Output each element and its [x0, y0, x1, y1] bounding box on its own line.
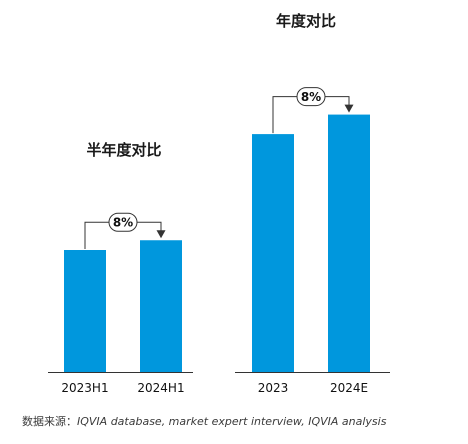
growth-bracket-right	[325, 96, 350, 106]
bar-2024E	[328, 114, 370, 372]
growth-arrow-head	[156, 230, 166, 239]
growth-label: 8%	[301, 90, 321, 104]
growth-bracket-left	[84, 221, 109, 249]
growth-bubble	[108, 212, 138, 232]
growth-bracket-right	[137, 221, 162, 232]
bar-2023	[252, 134, 294, 372]
tick-label-2024E: 2024E	[330, 381, 368, 395]
source-text: IQVIA database, market expert interview,…	[77, 415, 387, 428]
tick-label-2023: 2023	[258, 381, 289, 395]
growth-label: 8%	[113, 216, 133, 230]
chart-title: 年度对比	[276, 12, 336, 30]
tick-label-2024H1: 2024H1	[137, 381, 184, 395]
tick-label-2023H1: 2023H1	[61, 381, 108, 395]
growth-arrow-head	[344, 104, 354, 113]
chart-title: 半年度对比	[86, 141, 161, 159]
growth-bracket-left	[272, 96, 297, 134]
source-label: 数据来源：	[22, 415, 77, 428]
bar-2023H1	[64, 250, 106, 372]
source-note: 数据来源：IQVIA database, market expert inter…	[22, 413, 386, 429]
growth-bubble	[296, 87, 326, 107]
bar-2024H1	[140, 240, 182, 372]
